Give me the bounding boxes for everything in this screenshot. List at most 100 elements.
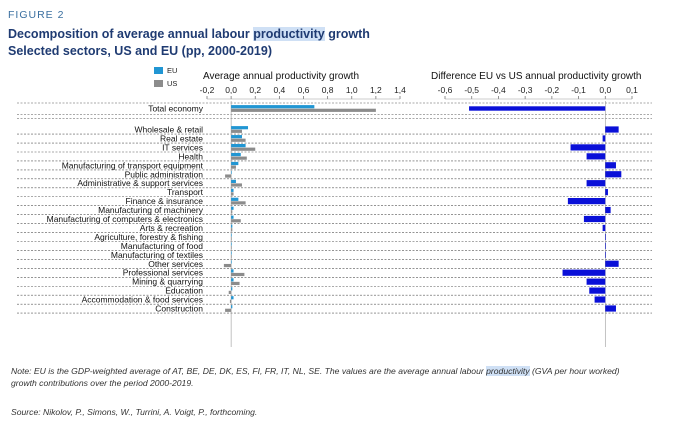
title-part-1: Decomposition of average annual labour [8, 27, 254, 41]
category-label-education: Education [165, 286, 203, 296]
note-line-2: growth contributions over the period 200… [11, 378, 194, 388]
legend-label-us: US [167, 79, 177, 88]
left-tick-label: 0,2 [249, 85, 261, 95]
bar-diff-manufacturing-of-machinery [605, 206, 611, 214]
bar-eu-administrative-support-services [231, 179, 236, 183]
bar-us-manufacturing-of-food [231, 246, 232, 250]
bar-eu-accommodation-food-services [231, 296, 234, 300]
bar-diff-finance-insurance [567, 198, 606, 205]
bar-us-health [231, 156, 247, 160]
legend-swatch-us [154, 80, 163, 87]
bar-diff-wholesale-retail [605, 126, 619, 133]
bar-us-public-administration [225, 174, 232, 178]
category-label-manufacturing-of-transport-equipment: Manufacturing of transport equipment [62, 160, 204, 170]
right-tick-label: 0,0 [599, 85, 611, 95]
bar-eu-wholesale-retail [231, 126, 249, 130]
bar-diff-manufacturing-of-computers-electronics [583, 215, 606, 223]
bar-us-professional-services [231, 272, 245, 277]
bar-us-agriculture-forestry-fishing [231, 237, 232, 241]
bar-diff-public-administration [605, 171, 622, 178]
bar-diff-administrative-support-services [586, 180, 606, 187]
right-panel-title: Difference EU vs US annual productivity … [431, 71, 641, 82]
bar-eu-transport [231, 188, 234, 192]
bar-us-manufacturing-of-transport-equipment [231, 165, 236, 169]
bar-diff-total-economy [469, 106, 606, 111]
category-label-arts-recreation: Arts & recreation [140, 223, 204, 233]
bar-us-education [228, 290, 232, 294]
category-label-manufacturing-of-food: Manufacturing of food [121, 241, 203, 251]
bar-diff-manufacturing-of-textiles [605, 251, 606, 258]
left-tick-label: 0,6 [298, 85, 310, 95]
bar-diff-other-services [605, 260, 619, 267]
bar-eu-construction [231, 305, 233, 309]
chart-title: Decomposition of average annual labour p… [8, 27, 370, 41]
bar-eu-other-services [231, 260, 232, 264]
bar-diff-mining-quarrying [586, 278, 606, 285]
bar-eu-mining-quarrying [231, 278, 234, 282]
left-tick-label: 0,4 [273, 85, 285, 95]
category-label-construction: Construction [155, 304, 203, 314]
bar-eu-manufacturing-of-food [231, 242, 232, 246]
bar-diff-health [586, 153, 606, 160]
bar-us-construction [225, 308, 232, 312]
bar-us-it-services [231, 147, 256, 151]
source-note: Source: Nikolov, P., Simons, W., Turrini… [11, 407, 258, 417]
right-tick-label: -0,6 [438, 85, 453, 95]
category-label-accommodation-food-services: Accommodation & food services [82, 295, 203, 305]
bar-eu-professional-services [231, 269, 234, 273]
bar-us-mining-quarrying [231, 281, 240, 286]
note-part-2: (GVA per hour worked) [529, 366, 620, 376]
right-tick-label: -0,3 [518, 85, 533, 95]
category-label-health: Health [178, 151, 203, 161]
category-label-total-economy: Total economy [148, 104, 204, 114]
category-label-manufacturing-of-textiles: Manufacturing of textiles [111, 250, 203, 260]
bar-diff-arts-recreation [602, 224, 606, 232]
bar-eu-manufacturing-of-machinery [231, 206, 234, 210]
left-tick-label: -0,2 [200, 85, 215, 95]
bar-eu-finance-insurance [231, 197, 239, 201]
category-label-mining-quarrying: Mining & quarrying [132, 277, 203, 287]
chart-subtitle: Selected sectors, US and EU (pp, 2000-20… [8, 44, 272, 58]
bar-eu-arts-recreation [231, 224, 233, 228]
left-tick-label: 0,8 [322, 85, 334, 95]
title-highlight: productivity [253, 27, 325, 41]
bar-eu-real-estate [231, 135, 242, 139]
bar-us-real-estate [231, 138, 246, 142]
bar-us-transport [231, 192, 234, 196]
bar-eu-total-economy [231, 105, 315, 109]
bar-diff-manufacturing-of-transport-equipment [605, 162, 616, 169]
left-tick-label: 1,4 [394, 85, 406, 95]
bar-us-administrative-support-services [231, 183, 242, 187]
category-label-agriculture-forestry-fishing: Agriculture, forestry & fishing [94, 232, 203, 242]
bar-diff-it-services [570, 144, 606, 151]
bar-us-manufacturing-of-textiles [231, 255, 232, 259]
left-tick-label: 0,0 [225, 85, 237, 95]
bar-us-finance-insurance [231, 201, 246, 205]
category-label-it-services: IT services [162, 142, 203, 152]
bar-eu-manufacturing-of-transport-equipment [231, 161, 239, 166]
category-label-public-administration: Public administration [125, 169, 204, 179]
note-part-1: Note: EU is the GDP-weighted average of … [11, 366, 487, 376]
bar-us-accommodation-food-services [229, 299, 232, 303]
bar-diff-real-estate [602, 135, 606, 142]
right-tick-label: -0,2 [545, 85, 560, 95]
category-label-real-estate: Real estate [160, 133, 203, 143]
bar-diff-agriculture-forestry-fishing [605, 233, 606, 240]
bar-us-other-services [223, 263, 232, 268]
category-label-administrative-support-services: Administrative & support services [77, 178, 203, 188]
bar-eu-it-services [231, 144, 246, 148]
bar-diff-professional-services [562, 269, 606, 276]
bar-eu-agriculture-forestry-fishing [231, 233, 232, 237]
note-line-1: Note: EU is the GDP-weighted average of … [11, 366, 620, 376]
left-panel-title: Average annual productivity growth [203, 71, 359, 82]
category-label-transport: Transport [167, 187, 204, 197]
left-tick-label: 1,0 [346, 85, 358, 95]
legend-label-eu: EU [167, 66, 177, 75]
bar-us-arts-recreation [231, 228, 233, 232]
bar-eu-manufacturing-of-textiles [231, 251, 232, 255]
bar-us-manufacturing-of-computers-electronics [231, 219, 241, 223]
right-tick-label: 0,1 [626, 85, 638, 95]
figure-label: FIGURE 2 [8, 9, 65, 21]
bar-us-manufacturing-of-machinery [231, 210, 233, 214]
